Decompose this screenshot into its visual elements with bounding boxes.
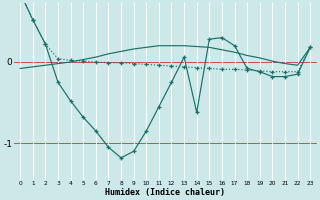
X-axis label: Humidex (Indice chaleur): Humidex (Indice chaleur) [105,188,225,197]
